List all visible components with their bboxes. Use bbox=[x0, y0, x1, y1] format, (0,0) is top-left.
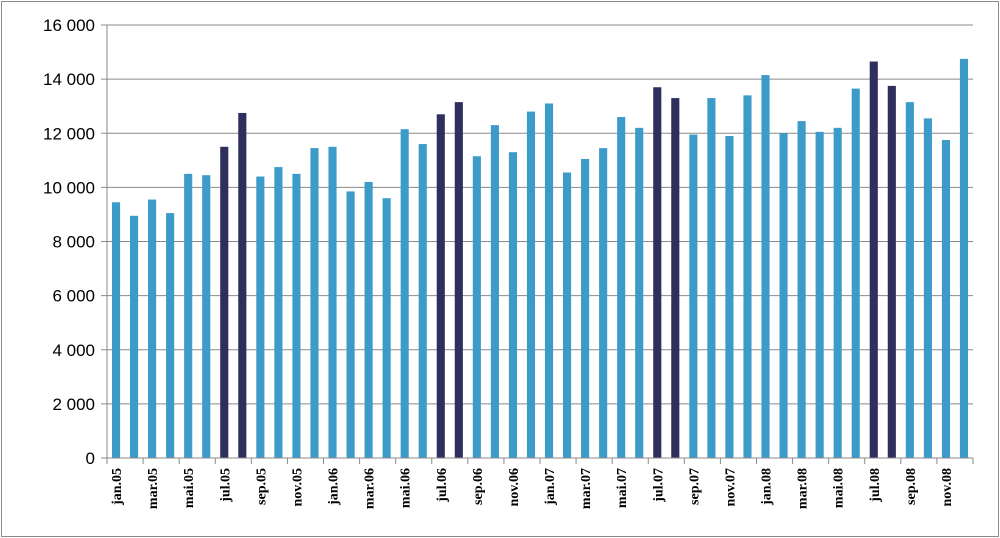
x-tick-label: mai.08 bbox=[832, 468, 847, 508]
y-axis: 0 2 000 4 000 6 000 8 000 10 000 12 000 14 000 1… bbox=[43, 16, 108, 468]
x-tick-label: sep.07 bbox=[687, 468, 702, 505]
bar-mar.06 bbox=[364, 181, 373, 458]
x-tick-label: jul.07 bbox=[651, 468, 666, 503]
bar-mai.05 bbox=[184, 173, 193, 458]
bar-mar.08 bbox=[797, 121, 806, 458]
bar-jun.08 bbox=[851, 88, 860, 458]
bar-apr.05 bbox=[166, 213, 175, 458]
bar-feb.08 bbox=[779, 133, 788, 458]
bar-feb.06 bbox=[346, 191, 355, 458]
bar-sep.08 bbox=[905, 102, 914, 458]
x-tick-label: mar.07 bbox=[579, 468, 594, 509]
bar-sep.07 bbox=[689, 134, 698, 458]
x-tick-label: mai.05 bbox=[182, 468, 197, 508]
bar-jul.07 bbox=[653, 87, 662, 459]
bar-aug.05 bbox=[238, 112, 247, 458]
bar-apr.08 bbox=[815, 131, 824, 458]
y-tick-label: 2 000 bbox=[52, 395, 95, 414]
x-tick-label: sep.06 bbox=[471, 468, 486, 505]
x-tick-label: jul.08 bbox=[868, 468, 883, 503]
bar-nov.08 bbox=[941, 140, 950, 458]
x-tick-label: mar.06 bbox=[363, 468, 378, 509]
y-tick-label: 14 000 bbox=[43, 70, 95, 89]
bar-nov.06 bbox=[508, 152, 517, 458]
x-tick-label: sep.08 bbox=[904, 468, 919, 505]
y-tick-label: 0 bbox=[86, 449, 95, 468]
y-tick-label: 6 000 bbox=[52, 287, 95, 306]
bar-feb.05 bbox=[130, 215, 139, 458]
bar-jun.07 bbox=[635, 127, 644, 458]
x-tick-label: nov.08 bbox=[940, 468, 955, 507]
x-tick-label: nov.06 bbox=[507, 468, 522, 507]
x-tick-label: nov.05 bbox=[290, 468, 305, 507]
bar-nov.05 bbox=[292, 173, 301, 458]
bar-sep.05 bbox=[256, 176, 265, 459]
bar-jun.06 bbox=[418, 144, 427, 458]
bar-des.05 bbox=[310, 148, 319, 458]
bar-okt.08 bbox=[923, 118, 932, 459]
bar-jul.08 bbox=[869, 61, 878, 458]
x-tick-label: mar.08 bbox=[796, 468, 811, 509]
bar-okt.07 bbox=[707, 98, 716, 458]
bar-feb.07 bbox=[563, 172, 572, 459]
bar-aug.07 bbox=[671, 98, 680, 458]
bar-des.07 bbox=[743, 95, 752, 459]
bar-nov.07 bbox=[725, 135, 734, 458]
x-tick-label: jan.08 bbox=[760, 468, 775, 506]
bar-mar.05 bbox=[148, 199, 157, 459]
bar-mai.06 bbox=[400, 129, 409, 458]
y-tick-label: 16 000 bbox=[43, 16, 95, 35]
y-tick-label: 8 000 bbox=[52, 233, 95, 252]
x-tick-label: jan.05 bbox=[110, 468, 125, 506]
x-tick-label: mar.05 bbox=[146, 468, 161, 509]
bar-mar.07 bbox=[581, 158, 590, 458]
bar-jul.06 bbox=[436, 114, 445, 458]
bar-des.06 bbox=[526, 111, 536, 458]
bar-apr.07 bbox=[599, 148, 608, 458]
bar-aug.08 bbox=[887, 85, 896, 458]
bar-des.08 bbox=[959, 58, 969, 458]
x-tick-label: sep.05 bbox=[254, 468, 269, 505]
bar-jul.05 bbox=[220, 146, 229, 458]
bar-mai.07 bbox=[617, 117, 626, 458]
bar-apr.06 bbox=[382, 198, 391, 458]
bar-jan.05 bbox=[111, 202, 121, 458]
x-axis: jan.05 mar.05 mai.05 jul.05 sep.05 nov.05 jan.… bbox=[106, 457, 974, 509]
x-tick-label: jul.05 bbox=[218, 468, 233, 503]
bar-aug.06 bbox=[454, 102, 463, 458]
x-tick-label: mai.07 bbox=[615, 468, 630, 508]
x-tick-label: jul.06 bbox=[435, 468, 450, 503]
bar-okt.05 bbox=[274, 167, 283, 458]
bar-mai.08 bbox=[833, 127, 842, 458]
bar-jan.06 bbox=[328, 146, 337, 458]
bar-sep.06 bbox=[472, 156, 481, 458]
y-tick-label: 10 000 bbox=[43, 178, 95, 197]
gridlines bbox=[107, 24, 973, 459]
bar-jan.07 bbox=[544, 103, 554, 458]
x-tick-label: mai.06 bbox=[399, 468, 414, 508]
y-tick-label: 12 000 bbox=[43, 124, 95, 143]
y-tick-label: 4 000 bbox=[52, 341, 95, 360]
x-tick-label: jan.07 bbox=[543, 468, 558, 506]
x-tick-label: jan.06 bbox=[327, 468, 342, 506]
bar-okt.06 bbox=[490, 125, 499, 458]
x-tick-label: nov.07 bbox=[723, 468, 738, 507]
bar-jun.05 bbox=[202, 175, 211, 458]
bar-jan.08 bbox=[761, 75, 770, 458]
bars bbox=[111, 58, 969, 459]
